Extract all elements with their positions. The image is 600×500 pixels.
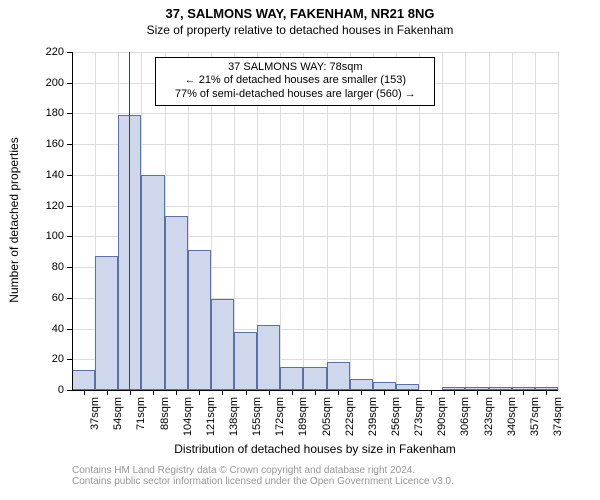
- histogram-bar: [373, 382, 396, 390]
- axis-line: [72, 390, 558, 391]
- histogram-bar: [95, 256, 118, 390]
- histogram-bar: [211, 299, 234, 390]
- annotation-line: 37 SALMONS WAY: 78sqm: [160, 61, 430, 75]
- x-tick-label: 323sqm: [483, 397, 495, 447]
- x-tick-label: 138sqm: [228, 397, 240, 447]
- x-tick-label: 104sqm: [182, 397, 194, 447]
- page-subtitle: Size of property relative to detached ho…: [0, 21, 600, 37]
- annotation-line: 77% of semi-detached houses are larger (…: [160, 88, 430, 102]
- x-tick-label: 54sqm: [112, 397, 124, 447]
- y-tick-label: 60: [0, 292, 64, 304]
- y-tick-label: 220: [0, 46, 64, 58]
- grid-v: [535, 52, 536, 390]
- x-tick-label: 121sqm: [205, 397, 217, 447]
- x-tick-label: 222sqm: [344, 397, 356, 447]
- histogram-bar: [350, 379, 373, 390]
- histogram-bar: [188, 250, 211, 390]
- grid-v: [465, 52, 466, 390]
- y-tick-label: 200: [0, 77, 64, 89]
- y-tick-label: 40: [0, 323, 64, 335]
- grid-v: [512, 52, 513, 390]
- x-tick-label: 155sqm: [251, 397, 263, 447]
- x-tick-label: 88sqm: [159, 397, 171, 447]
- y-tick-label: 140: [0, 169, 64, 181]
- grid-h: [72, 144, 558, 145]
- histogram-bar: [280, 367, 303, 390]
- histogram-bar: [141, 175, 164, 390]
- grid-h: [72, 52, 558, 53]
- histogram-bar: [257, 325, 280, 390]
- page-title: 37, SALMONS WAY, FAKENHAM, NR21 8NG: [0, 0, 600, 21]
- y-tick-label: 0: [0, 384, 64, 396]
- x-tick-label: 189sqm: [297, 397, 309, 447]
- grid-h: [72, 113, 558, 114]
- page-root: 37, SALMONS WAY, FAKENHAM, NR21 8NG Size…: [0, 0, 600, 500]
- x-tick-label: 239sqm: [367, 397, 379, 447]
- x-tick-label: 205sqm: [321, 397, 333, 447]
- data-source-caption: Contains HM Land Registry data © Crown c…: [72, 465, 454, 487]
- x-tick-label: 357sqm: [529, 397, 541, 447]
- annotation-callout: 37 SALMONS WAY: 78sqm← 21% of detached h…: [155, 57, 435, 106]
- grid-v: [558, 52, 559, 390]
- grid-v: [442, 52, 443, 390]
- x-tick-label: 340sqm: [506, 397, 518, 447]
- x-tick-label: 71sqm: [135, 397, 147, 447]
- annotation-line: ← 21% of detached houses are smaller (15…: [160, 74, 430, 88]
- x-tick-label: 290sqm: [436, 397, 448, 447]
- x-tick-label: 374sqm: [552, 397, 564, 447]
- histogram-bar: [327, 362, 350, 390]
- y-axis-label: Number of detached properties: [7, 51, 21, 389]
- property-marker-line: [129, 52, 130, 390]
- grid-v: [489, 52, 490, 390]
- x-tick-label: 306sqm: [459, 397, 471, 447]
- y-tick-label: 120: [0, 200, 64, 212]
- y-tick-label: 20: [0, 353, 64, 365]
- histogram-bar: [234, 332, 257, 390]
- histogram-bar: [72, 370, 95, 390]
- caption-line: Contains HM Land Registry data © Crown c…: [72, 465, 454, 476]
- y-tick-label: 100: [0, 230, 64, 242]
- histogram-bar: [303, 367, 326, 390]
- caption-line: Contains public sector information licen…: [72, 476, 454, 487]
- x-tick-label: 172sqm: [274, 397, 286, 447]
- y-tick-label: 180: [0, 107, 64, 119]
- y-tick-label: 80: [0, 261, 64, 273]
- histogram-bar: [165, 216, 188, 390]
- y-tick-label: 160: [0, 138, 64, 150]
- x-tick-label: 273sqm: [413, 397, 425, 447]
- x-tick-label: 37sqm: [89, 397, 101, 447]
- x-tick-label: 256sqm: [390, 397, 402, 447]
- axis-line: [72, 52, 73, 390]
